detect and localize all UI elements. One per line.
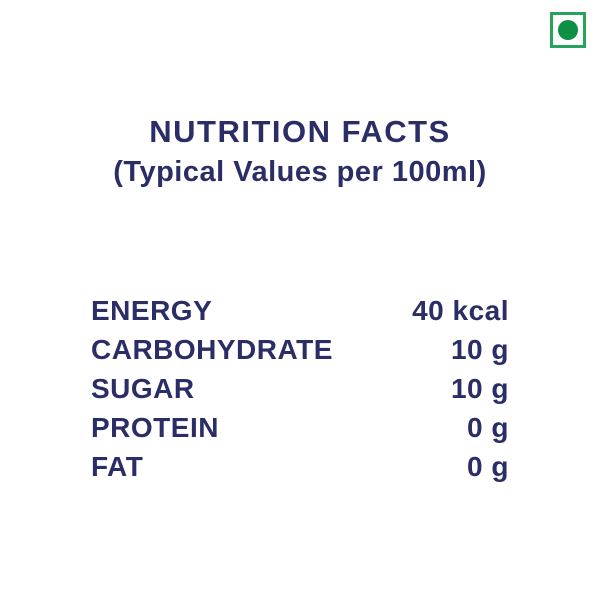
nutrition-table: ENERGY 40 kcal CARBOHYDRATE 10 g SUGAR 1…	[91, 291, 509, 486]
vegetarian-mark-icon	[550, 12, 586, 48]
nutrient-value: 10 g	[450, 334, 509, 365]
nutrient-label: FAT	[91, 451, 144, 482]
table-row-protein: PROTEIN 0 g	[91, 408, 509, 447]
nutrient-label: CARBOHYDRATE	[91, 334, 333, 365]
page-subtitle: (Typical Values per 100ml)	[113, 156, 487, 188]
nutrient-label: SUGAR	[91, 373, 195, 404]
page-title: NUTRITION FACTS	[149, 114, 451, 149]
nutrient-value: 40 kcal	[412, 295, 509, 326]
nutrient-value: 10 g	[450, 373, 509, 404]
nutrient-value: 0 g	[467, 451, 509, 482]
table-row-energy: ENERGY 40 kcal	[91, 291, 509, 330]
table-row-fat: FAT 0 g	[91, 447, 509, 486]
nutrient-label: PROTEIN	[91, 412, 219, 443]
nutrient-value: 0 g	[467, 412, 509, 443]
table-row-carbohydrate: CARBOHYDRATE 10 g	[91, 330, 509, 369]
table-row-sugar: SUGAR 10 g	[91, 369, 509, 408]
label-header: NUTRITION FACTS (Typical Values per 100m…	[0, 112, 600, 192]
nutrient-label: ENERGY	[91, 295, 213, 326]
veg-mark-dot-icon	[558, 20, 578, 40]
